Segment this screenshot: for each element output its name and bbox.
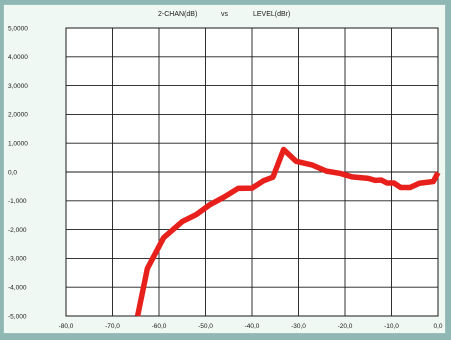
x-tick-label: -80,0: [59, 323, 74, 330]
y-tick-label: 0,0: [8, 169, 17, 176]
x-tick-label: -20,0: [338, 323, 353, 330]
y-tick-label: -1,000: [8, 198, 27, 205]
y-tick-label: 3,0000: [8, 83, 28, 90]
x-tick-label: -40,0: [245, 323, 260, 330]
x-axis-ticks: -80,0 -70,0 -60,0 -50,0 -40,0 -30,0 -20,0 -10,0…: [59, 323, 443, 330]
y-tick-label: -4,000: [8, 285, 27, 292]
x-tick-label: -60,0: [152, 323, 167, 330]
y-tick-label: 1,0000: [8, 141, 28, 148]
y-tick-label: 2,0000: [8, 112, 28, 119]
x-tick-label: 0,0: [433, 323, 442, 330]
x-tick-label: -10,0: [384, 323, 399, 330]
y-tick-label: -3,000: [8, 256, 27, 263]
chart-title-left: 2-CHAN(dB): [158, 11, 197, 18]
x-tick-label: -70,0: [105, 323, 120, 330]
grid: [66, 28, 438, 316]
chart-title-right: LEVEL(dBr): [253, 11, 290, 18]
series-layer: [134, 146, 441, 317]
y-tick-label: 5,0000: [8, 25, 28, 32]
y-axis-ticks: 5,0000 4,0000 3,0000 2,0000 1,0000 0,0 -1,000 -…: [8, 25, 28, 320]
y-tick-label: -2,000: [8, 227, 27, 234]
x-tick-label: -50,0: [198, 323, 213, 330]
series-line-0: [134, 146, 441, 317]
y-tick-label: 4,0000: [8, 54, 28, 61]
x-tick-label: -30,0: [291, 323, 306, 330]
chart-title-middle: vs: [221, 11, 229, 18]
y-tick-label: -5,000: [8, 313, 27, 320]
chart-title: 2-CHAN(dB) vs LEVEL(dBr): [158, 11, 290, 18]
